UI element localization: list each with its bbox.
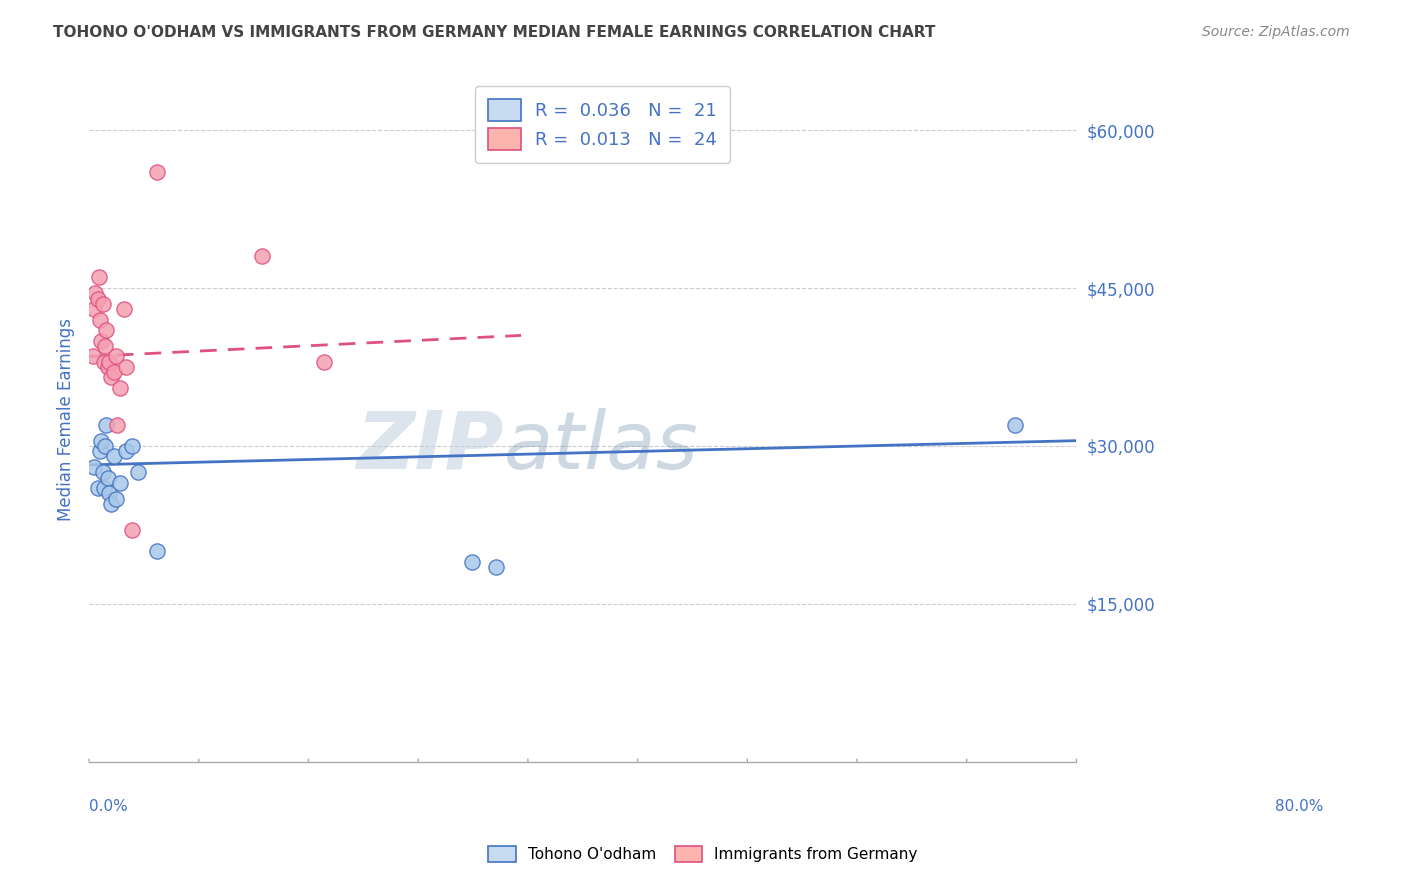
Point (100, 370, 122, 384)
Point (103, 450, 125, 464)
Point (96, 323, 118, 337)
Point (127, 465, 149, 479)
Point (1004, 417, 1026, 432)
Point (108, 381, 131, 395)
Point (86, 292, 108, 306)
Text: Source: ZipAtlas.com: Source: ZipAtlas.com (1202, 25, 1350, 39)
Point (90, 334, 112, 348)
Point (146, 165, 169, 179)
Point (90, 434, 112, 448)
Point (121, 523, 143, 537)
Point (97, 354, 120, 368)
Point (91, 297, 114, 311)
Point (97, 359, 120, 374)
Text: atlas: atlas (503, 408, 699, 486)
Point (96, 417, 118, 432)
Point (112, 301, 135, 316)
Legend: Tohono O'odham, Immigrants from Germany: Tohono O'odham, Immigrants from Germany (482, 839, 924, 868)
Point (485, 560, 508, 574)
Point (115, 359, 138, 374)
Point (82, 350, 104, 364)
Point (312, 354, 335, 368)
Point (86, 481, 108, 495)
Point (105, 491, 128, 506)
Point (250, 249, 273, 263)
Point (460, 555, 482, 569)
Text: TOHONO O'ODHAM VS IMMIGRANTS FROM GERMANY MEDIAN FEMALE EARNINGS CORRELATION CHA: TOHONO O'ODHAM VS IMMIGRANTS FROM GERMAN… (53, 25, 936, 40)
Point (100, 497, 122, 511)
Text: ZIP: ZIP (356, 408, 503, 486)
Point (115, 444, 138, 458)
Point (97, 470, 120, 484)
Point (103, 365, 125, 379)
Point (146, 544, 169, 558)
Point (97, 486, 120, 500)
Text: 0.0%: 0.0% (89, 799, 128, 814)
Point (83, 460, 105, 475)
Point (121, 439, 143, 453)
Point (93, 354, 115, 368)
Point (89, 312, 111, 326)
Point (94, 339, 117, 353)
Text: 80.0%: 80.0% (1275, 799, 1323, 814)
Point (108, 475, 131, 490)
Point (105, 350, 128, 364)
Point (107, 417, 129, 432)
Point (93, 481, 115, 495)
Point (84, 286, 107, 301)
Point (94, 439, 117, 453)
Point (83, 301, 105, 316)
Point (89, 444, 111, 458)
Legend: R =  0.036   N =  21, R =  0.013   N =  24: R = 0.036 N = 21, R = 0.013 N = 24 (475, 87, 730, 163)
Y-axis label: Median Female Earnings: Median Female Earnings (58, 318, 75, 521)
Point (87, 270, 110, 285)
Point (91, 465, 114, 479)
